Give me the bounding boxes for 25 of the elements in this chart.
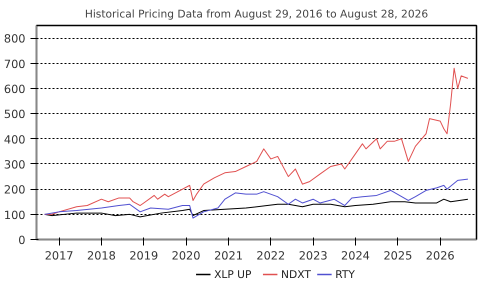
- x-tick-label: 2019: [129, 248, 158, 262]
- legend-label: NDXT: [281, 268, 312, 281]
- y-tick-label: 300: [4, 157, 26, 172]
- x-tick-label: 2022: [256, 248, 286, 262]
- y-tick-label: 200: [4, 182, 26, 197]
- x-tick-label: 2017: [44, 248, 74, 262]
- x-tick-label: 2018: [87, 248, 116, 262]
- y-tick-label: 800: [4, 32, 26, 46]
- y-tick-label: 0: [18, 233, 26, 247]
- y-tick-label: 100: [4, 208, 26, 222]
- y-tick-label: 600: [4, 82, 26, 96]
- x-tick-label: 2021: [214, 248, 243, 262]
- x-tick-label: 2024: [341, 248, 370, 262]
- x-tick-label: 2026: [426, 248, 455, 262]
- y-tick-label: 500: [4, 107, 26, 122]
- line-series: [44, 178, 468, 219]
- legend-label: RTY: [335, 268, 356, 281]
- legend-label: XLP UP: [214, 268, 252, 281]
- y-tick-label: 400: [4, 132, 26, 146]
- x-tick-label: 2023: [298, 248, 328, 262]
- x-tick-label: 2020: [172, 248, 200, 262]
- y-tick-label: 700: [4, 56, 26, 71]
- line-series: [44, 68, 468, 215]
- x-tick-label: 2025: [383, 248, 412, 262]
- chart-title: Historical Pricing Data from August 29, 2016 to August 28, 2026: [84, 8, 428, 20]
